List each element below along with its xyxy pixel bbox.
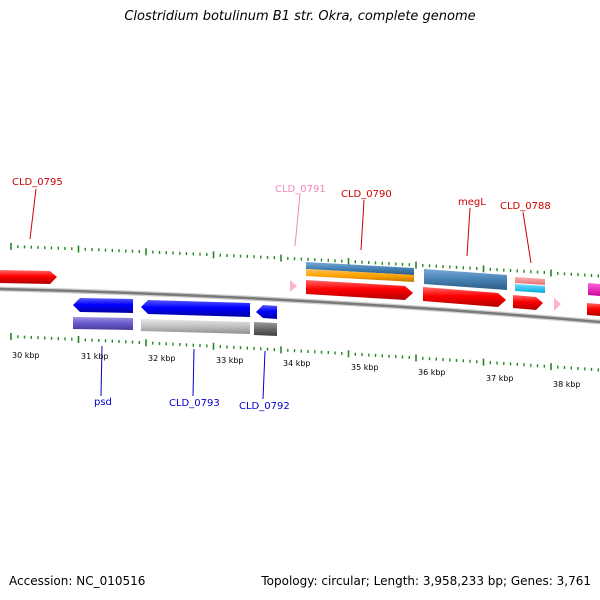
label-cld0791: CLD_0791 xyxy=(275,184,326,195)
genome-summary-text: Topology: circular; Length: 3,958,233 bp… xyxy=(261,574,591,588)
leader-lines xyxy=(29,188,532,400)
leader-megl xyxy=(466,207,471,257)
leader-cld0792 xyxy=(262,350,266,400)
leader-cld0793 xyxy=(192,348,195,397)
scale-labels: 30 kbp 31 kbp 32 kbp 33 kbp 34 kbp 35 kb… xyxy=(12,351,581,389)
label-megl: megL xyxy=(458,197,486,208)
leader-cld0795 xyxy=(29,188,37,240)
gene-megl-arrow xyxy=(423,287,506,307)
gene-cld0792-arrow xyxy=(256,305,277,319)
scale-label: 35 kbp xyxy=(351,363,379,372)
accession-text: Accession: NC_010516 xyxy=(9,574,146,588)
scale-label: 36 kbp xyxy=(418,368,446,377)
label-cld0790: CLD_0790 xyxy=(341,189,392,200)
gene-psd-cog-bar xyxy=(73,317,133,330)
gene-cld0788-cog-bar xyxy=(515,277,545,285)
forward-strand-genes xyxy=(0,262,600,316)
tick-row-outer xyxy=(10,242,599,278)
scale-label: 32 kbp xyxy=(148,354,176,363)
scale-label: 33 kbp xyxy=(216,356,244,365)
gene-cld0793-cog-bar xyxy=(141,319,250,334)
label-psd: psd xyxy=(94,397,112,408)
gene-cld0793-arrow xyxy=(141,300,250,317)
leader-cld0791 xyxy=(294,193,301,247)
gene-edge-magenta xyxy=(588,283,600,296)
gene-cld0790-cog-bar xyxy=(306,262,414,275)
scale-label: 34 kbp xyxy=(283,359,311,368)
leader-cld0788 xyxy=(522,211,532,264)
scale-label: 38 kbp xyxy=(553,380,581,389)
gene-cld0790-arrow xyxy=(306,280,413,300)
gene-edge-red xyxy=(587,303,600,316)
gene-psd-arrow xyxy=(73,298,133,313)
gene-cld0790-cog-bar-2 xyxy=(306,269,414,282)
gene-cld0788-cog-bar-2 xyxy=(515,284,545,293)
gene-cld0795-arrow xyxy=(0,270,57,284)
reverse-strand-genes xyxy=(73,298,277,336)
scale-label: 30 kbp xyxy=(12,351,40,360)
leader-cld0790 xyxy=(360,199,365,251)
gene-cld0792-cog-bar xyxy=(254,322,277,336)
tick-row-inner xyxy=(10,333,599,372)
label-cld0795: CLD_0795 xyxy=(12,177,63,188)
scale-label: 37 kbp xyxy=(486,374,514,383)
gene-labels: CLD_0795 CLD_0791 CLD_0790 megL CLD_0788… xyxy=(12,177,551,412)
label-cld0793: CLD_0793 xyxy=(169,398,220,409)
genome-title: Clostridium botulinum B1 str. Okra, comp… xyxy=(124,9,476,24)
gene-cld0791-arrow xyxy=(290,280,297,292)
gene-megl-cog-bar xyxy=(424,269,507,290)
label-cld0792: CLD_0792 xyxy=(239,401,290,412)
scale-label: 31 kbp xyxy=(81,352,109,361)
gene-cld0788-arrow xyxy=(513,295,543,310)
leader-psd xyxy=(100,345,103,397)
gene-small-pink-arrow xyxy=(554,298,561,311)
label-cld0788: CLD_0788 xyxy=(500,201,551,212)
